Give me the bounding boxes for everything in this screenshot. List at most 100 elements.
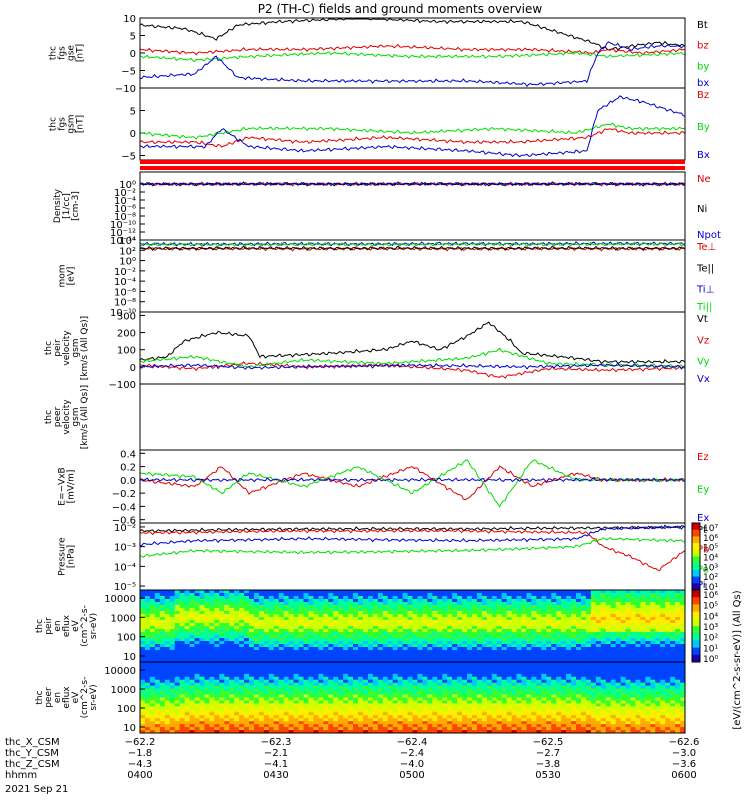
heatmap-cell	[149, 670, 156, 675]
heatmap-cell	[551, 679, 557, 684]
heatmap-cell	[620, 647, 627, 651]
heatmap-cell	[501, 596, 508, 600]
heatmap-cell	[447, 620, 453, 624]
heatmap-cell	[675, 611, 681, 615]
heatmap-cell	[660, 673, 666, 678]
heatmap-cell	[179, 670, 186, 675]
heatmap-cell	[229, 670, 235, 675]
heatmap-cell	[362, 682, 369, 687]
heatmap-cell	[229, 673, 235, 678]
heatmap-cell	[660, 703, 666, 707]
heatmap-cell	[422, 638, 428, 642]
heatmap-cell	[140, 697, 146, 701]
heatmap-cell	[258, 688, 265, 693]
heatmap-cell	[169, 709, 176, 713]
heatmap-cell	[253, 667, 260, 672]
heatmap-cell	[590, 635, 597, 639]
heatmap-cell	[234, 635, 240, 639]
heatmap-cell	[273, 694, 280, 698]
heatmap-cell	[377, 718, 384, 722]
heatmap-cell	[491, 626, 498, 630]
heatmap-cell	[367, 679, 374, 684]
heatmap-cell	[506, 617, 513, 621]
heatmap-cell	[209, 602, 215, 606]
heatmap-cell	[640, 656, 646, 660]
heatmap-cell	[442, 653, 448, 657]
heatmap-cell	[427, 685, 433, 690]
heatmap-cell	[670, 703, 676, 707]
heatmap-cell	[372, 703, 379, 707]
heatmap-cell	[546, 614, 552, 618]
heatmap-cell	[526, 635, 532, 639]
heatmap-cell	[615, 647, 622, 651]
heatmap-cell	[635, 626, 641, 630]
heatmap-cell	[680, 653, 686, 657]
heatmap-cell	[144, 605, 151, 609]
heatmap-cell	[348, 706, 354, 710]
heatmap-cell	[650, 659, 656, 663]
heatmap-cell	[516, 664, 522, 669]
heatmap-cell	[343, 715, 349, 719]
heatmap-cell	[323, 593, 329, 597]
heatmap-cell	[278, 656, 285, 660]
heatmap-cell	[159, 691, 166, 696]
heatmap-cell	[154, 653, 161, 657]
heatmap-cell	[491, 667, 498, 672]
heatmap-cell	[471, 650, 478, 654]
heatmap-cell	[481, 662, 488, 666]
heatmap-cell	[358, 608, 364, 612]
heatmap-cell	[635, 697, 641, 701]
heatmap-cell	[174, 629, 181, 633]
heatmap-cell	[308, 623, 314, 627]
heatmap-cell	[645, 620, 651, 624]
heatmap-cell	[620, 682, 627, 687]
heatmap-cell	[204, 629, 210, 633]
heatmap-cell	[625, 605, 631, 609]
heatmap-cell	[318, 703, 324, 707]
heatmap-cell	[491, 596, 498, 600]
heatmap-cell	[214, 691, 220, 696]
heatmap-cell	[164, 644, 171, 648]
heatmap-cell	[556, 623, 562, 627]
heatmap-cell	[174, 718, 181, 722]
heatmap-cell	[253, 697, 260, 701]
heatmap-cell	[258, 647, 265, 651]
heatmap-cell	[526, 659, 532, 663]
heatmap-cell	[273, 611, 280, 615]
heatmap-cell	[263, 703, 270, 707]
heatmap-cell	[471, 623, 478, 627]
heatmap-cell	[665, 691, 671, 696]
heatmap-cell	[194, 641, 200, 645]
heatmap-cell	[556, 667, 562, 672]
heatmap-cell	[476, 602, 483, 606]
heatmap-cell	[189, 659, 195, 663]
heatmap-cell	[452, 700, 458, 704]
heatmap-cell	[308, 635, 314, 639]
heatmap-cell	[358, 611, 364, 615]
heatmap-cell	[506, 703, 513, 707]
heatmap-cell	[338, 712, 344, 716]
heatmap-cell	[164, 608, 171, 612]
heatmap-cell	[442, 617, 448, 621]
heatmap-cell	[680, 623, 686, 627]
heatmap-cell	[258, 703, 265, 707]
heatmap-cell	[268, 682, 275, 687]
heatmap-cell	[422, 682, 428, 687]
y-tick-label: 0.4	[120, 449, 136, 460]
heatmap-cell	[372, 664, 379, 669]
heatmap-cell	[224, 635, 230, 639]
heatmap-cell	[244, 664, 250, 669]
heatmap-cell	[219, 682, 225, 687]
heatmap-cell	[467, 706, 473, 710]
heatmap-cell	[179, 608, 186, 612]
heatmap-cell	[452, 629, 458, 633]
heatmap-cell	[665, 685, 671, 690]
heatmap-cell	[313, 626, 319, 630]
heatmap-cell	[630, 635, 636, 639]
heatmap-cell	[303, 682, 309, 687]
heatmap-cell	[358, 685, 364, 690]
heatmap-cell	[234, 659, 240, 663]
heatmap-cell	[556, 650, 562, 654]
heatmap-cell	[422, 712, 428, 716]
heatmap-cell	[422, 590, 428, 594]
